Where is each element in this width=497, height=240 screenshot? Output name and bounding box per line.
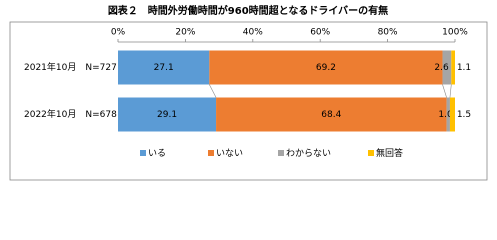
data-label: 68.4 — [321, 110, 341, 120]
data-label: 27.1 — [154, 63, 174, 73]
data-label: 1.5 — [457, 110, 471, 120]
legend-label: わからない — [286, 148, 331, 159]
y-tick-label: 2021年10月 N=727 — [24, 61, 117, 73]
bar-segment — [451, 50, 455, 85]
legend-label: いる — [148, 148, 166, 159]
x-tick-label: 40% — [243, 28, 263, 38]
legend-swatch — [208, 150, 214, 156]
x-tick-label: 0% — [111, 28, 126, 38]
x-tick-label: 20% — [175, 28, 195, 38]
x-tick-label: 80% — [378, 28, 398, 38]
data-label: 29.1 — [157, 110, 177, 120]
data-label: 2.6 — [434, 63, 449, 73]
bar-segment — [442, 50, 452, 85]
data-label: 1.1 — [457, 63, 471, 73]
series-line — [442, 84, 447, 98]
legend-swatch — [278, 150, 284, 156]
y-tick-label: 2022年10月 N=678 — [24, 108, 117, 120]
series-line — [209, 84, 217, 98]
bar-segment — [446, 97, 450, 132]
x-tick-label: 60% — [310, 28, 330, 38]
legend-swatch — [368, 150, 374, 156]
legend-swatch — [140, 150, 146, 156]
data-label: 1.0 — [438, 110, 453, 120]
data-label: 69.2 — [316, 63, 336, 73]
legend-label: いない — [216, 148, 243, 159]
chart-title: 図表２ 時間外労働時間が960時間超となるドライバーの有無 — [108, 4, 388, 17]
x-tick-label: 100% — [442, 28, 468, 38]
bar-segment — [118, 50, 210, 85]
legend-label: 無回答 — [376, 147, 403, 159]
bar-segment — [449, 97, 455, 132]
chart-frame — [9, 21, 488, 181]
bar-segment — [209, 50, 443, 85]
bar-segment — [118, 97, 217, 132]
bar-segment — [216, 97, 447, 132]
chart: 図表２ 時間外労働時間が960時間超となるドライバーの有無 0% 20% 40% 60… — [9, 4, 488, 181]
series-line — [449, 84, 452, 98]
